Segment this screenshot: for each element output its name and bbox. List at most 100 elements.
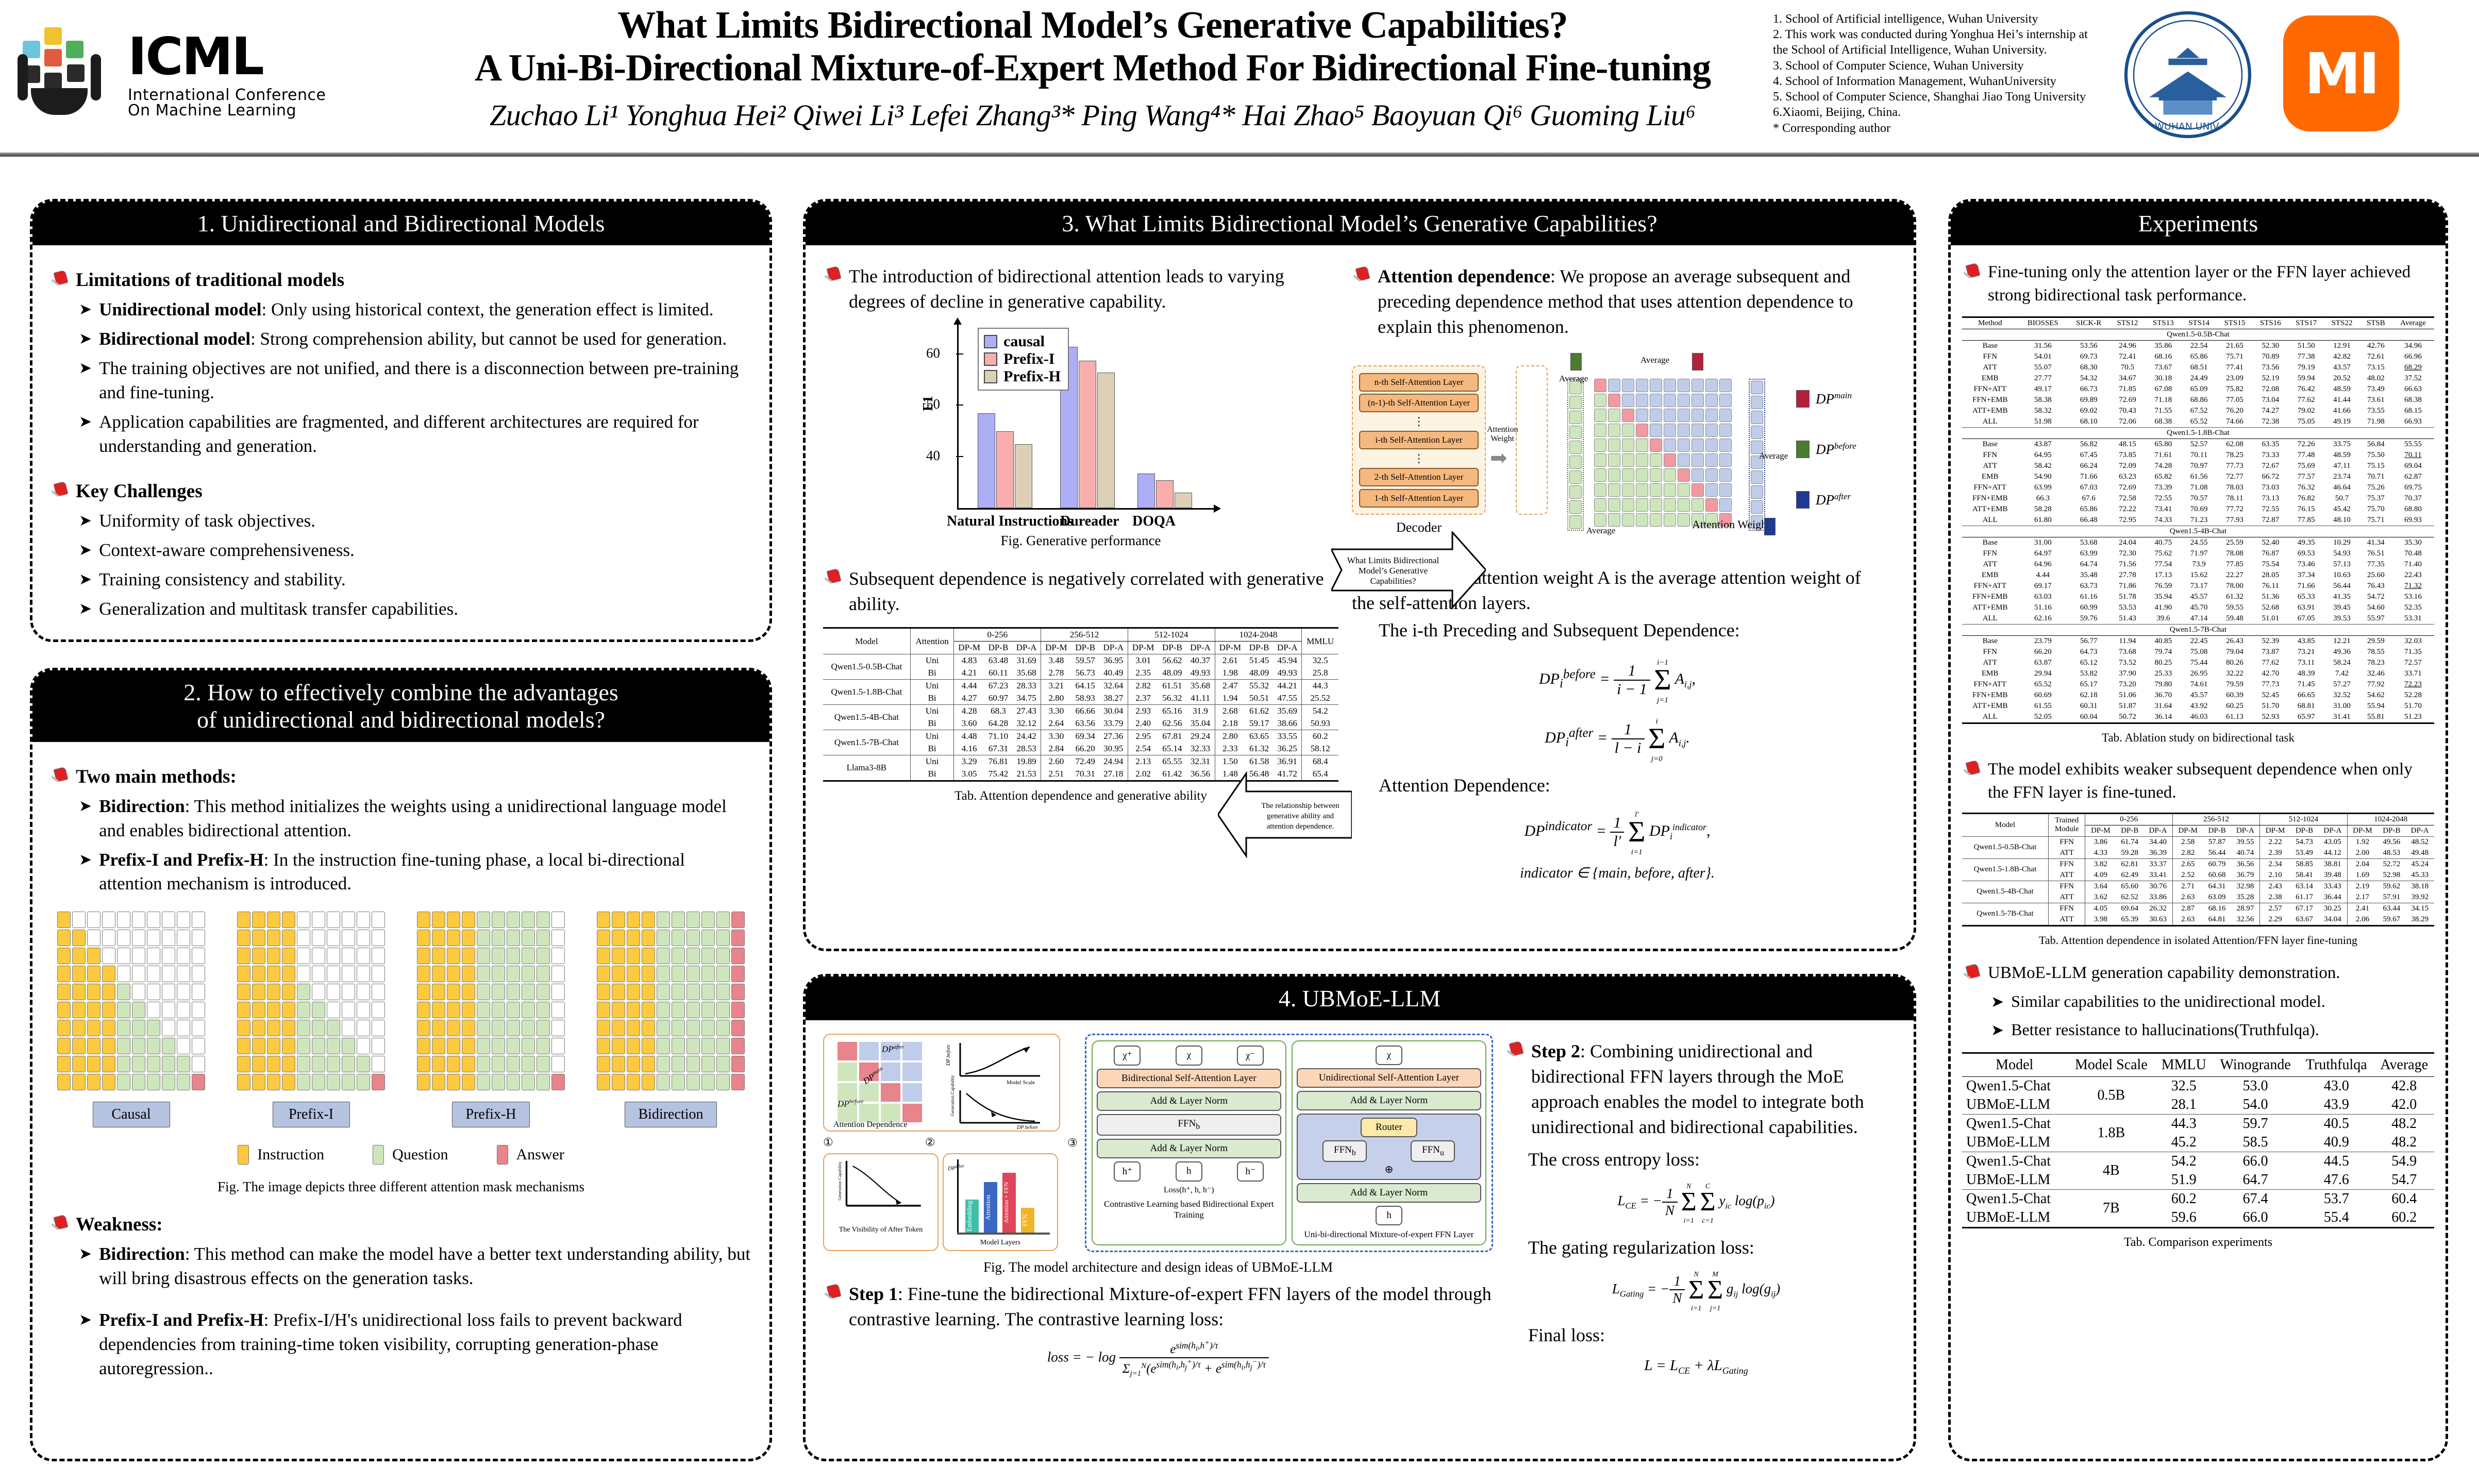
mask-cell bbox=[507, 912, 520, 929]
mask-cell bbox=[267, 966, 280, 983]
add-layer-norm: Add & Layer Norm bbox=[1296, 1183, 1482, 1203]
mask-cell bbox=[597, 930, 610, 947]
mask-cell bbox=[342, 1056, 355, 1073]
mask-cell bbox=[72, 948, 86, 965]
attn-matrix-cell bbox=[1678, 453, 1690, 467]
mask-cell bbox=[162, 984, 175, 1001]
average-label: Average bbox=[1586, 526, 1616, 536]
mask-cell bbox=[297, 948, 310, 965]
uni-bi-moe-box: χ Unidirectional Self-Attention Layer Ad… bbox=[1291, 1040, 1487, 1245]
panel-section-1: 1. Unidirectional and Bidirectional Mode… bbox=[30, 199, 772, 642]
attn-matrix-cell bbox=[1678, 439, 1690, 452]
mask-cell bbox=[102, 1056, 115, 1073]
mask-cell bbox=[537, 966, 550, 983]
mask-cell bbox=[417, 1002, 430, 1019]
attn-matrix-cell bbox=[1636, 468, 1648, 482]
arrow-bullet-icon: ➤ bbox=[79, 512, 92, 529]
mask-cell bbox=[462, 1074, 475, 1091]
mask-cell bbox=[462, 912, 475, 929]
mask-cell bbox=[462, 1056, 475, 1073]
mask-cell bbox=[87, 1020, 100, 1037]
attn-matrix-cell bbox=[1636, 394, 1648, 408]
mask-cell bbox=[147, 930, 160, 947]
mask-cell bbox=[522, 930, 535, 947]
mask-cell bbox=[312, 1074, 325, 1091]
wuhan-university-seal-icon: WUHAN UNIV. bbox=[2124, 11, 2252, 139]
mask-cell bbox=[477, 966, 490, 983]
attn-matrix-cell bbox=[1636, 439, 1648, 452]
mask-cell bbox=[432, 1038, 445, 1055]
dp-before-legend: DPbefore bbox=[1796, 441, 1856, 459]
mask-cell bbox=[192, 984, 205, 1001]
pushpin-icon bbox=[823, 267, 844, 288]
arrow-right-icon: ➡ bbox=[1490, 446, 1507, 470]
mask-cell bbox=[132, 984, 145, 1001]
mask-cell bbox=[117, 1074, 130, 1091]
s2-weakness-text: : Prefix-I/H's unidirectional loss fails… bbox=[99, 1310, 682, 1379]
mask-cell bbox=[267, 912, 280, 929]
average-label: Average bbox=[1559, 374, 1588, 384]
mask-cell bbox=[672, 912, 685, 929]
s1-challenge-text: Training consistency and stability. bbox=[99, 569, 346, 589]
mask-cell bbox=[132, 1002, 145, 1019]
mask-cell bbox=[522, 912, 535, 929]
attn-matrix-cell bbox=[1650, 453, 1662, 467]
svg-text:DP before: DP before bbox=[1016, 1125, 1038, 1129]
mask-cell bbox=[357, 966, 370, 983]
mask-cell bbox=[177, 1020, 190, 1037]
mask-cell bbox=[731, 966, 745, 983]
mask-cell bbox=[447, 912, 460, 929]
mask-cell bbox=[117, 948, 130, 965]
s2-weakness-item: ➤ Bidirection: This method can make the … bbox=[79, 1242, 752, 1291]
attention-dependence-table: Model Attention 0-256 256-512 512-1024 1024-2… bbox=[823, 627, 1338, 782]
sum-icon: ⊕ bbox=[1384, 1164, 1394, 1176]
mask-cell bbox=[102, 912, 115, 929]
chart-bar bbox=[1156, 480, 1174, 509]
dp-before-column bbox=[1567, 379, 1584, 531]
chart-legend-item: Prefix-I bbox=[984, 350, 1061, 368]
mask-cell bbox=[162, 948, 175, 965]
attn-matrix-cell bbox=[1622, 379, 1634, 393]
chart-bar bbox=[1015, 444, 1032, 509]
mask-cell bbox=[417, 1056, 430, 1073]
affiliation-list: 1. School of Artificial intelligence, Wu… bbox=[1773, 11, 2103, 136]
pushpin-icon bbox=[1505, 1042, 1526, 1063]
chart-category-label: DOQA bbox=[1132, 513, 1176, 530]
mask-cell bbox=[701, 966, 715, 983]
attn-matrix-cell bbox=[1594, 379, 1606, 393]
section-3-title: 3. What Limits Bidirectional Model’s Gen… bbox=[806, 201, 1914, 246]
s2-method-text: : In the instruction fine-tuning phase, … bbox=[99, 849, 685, 894]
bar-ffn: FFN bbox=[1021, 1208, 1034, 1233]
exp-claim-1: Fine-tuning only the attention layer or … bbox=[1988, 263, 2411, 305]
mask-cell bbox=[327, 1074, 340, 1091]
mask-cell bbox=[162, 1002, 175, 1019]
s3-claim-right-bold: Attention dependence bbox=[1378, 266, 1550, 287]
mini-matrix-cell bbox=[859, 1104, 879, 1123]
mask-cell bbox=[432, 984, 445, 1001]
mask-cell bbox=[417, 912, 430, 929]
panel-section-2: 2. How to effectively combine the advant… bbox=[30, 668, 772, 1461]
mask-cell bbox=[312, 984, 325, 1001]
chart-bar bbox=[978, 413, 995, 509]
mask-cell bbox=[132, 1056, 145, 1073]
mini-matrix-cell bbox=[881, 1063, 900, 1082]
s1-item-text: : Strong comprehension ability, but cann… bbox=[250, 329, 727, 349]
mask-cell bbox=[327, 948, 340, 965]
legend-item-answer: Answer bbox=[496, 1145, 564, 1165]
chart-legend-item: causal bbox=[984, 333, 1061, 350]
mask-cell bbox=[447, 930, 460, 947]
attn-matrix-cell bbox=[1691, 468, 1704, 482]
mask-cell bbox=[462, 966, 475, 983]
mask-variant-causal: Causal bbox=[57, 912, 205, 1128]
mask-cell bbox=[102, 1038, 115, 1055]
svg-text:Model’s Generative: Model’s Generative bbox=[1359, 566, 1428, 576]
attn-matrix-cell bbox=[1664, 498, 1676, 512]
chart-category-label: Dureader bbox=[1060, 513, 1119, 530]
mask-cell bbox=[597, 966, 610, 983]
mask-cell bbox=[87, 930, 100, 947]
s4-figure-caption: Fig. The model architecture and design i… bbox=[983, 1259, 1333, 1275]
mask-cell bbox=[192, 1038, 205, 1055]
mask-cell bbox=[716, 966, 730, 983]
block-arrow-question: What Limits Bidirectional Model’s Genera… bbox=[1331, 531, 1486, 609]
